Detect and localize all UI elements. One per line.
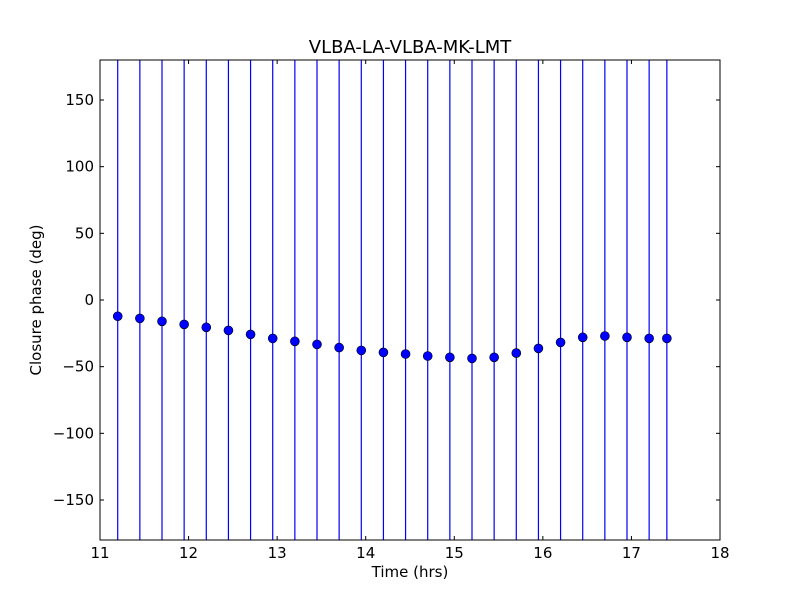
data-point (378, 347, 389, 358)
data-point (334, 342, 344, 353)
x-axis-label: Time (hrs) (371, 563, 449, 581)
y-axis-label: Closure phase (deg) (27, 225, 45, 376)
data-point (644, 333, 654, 344)
data-point (600, 331, 610, 341)
y-tick-label: −50 (62, 358, 94, 376)
data-point (577, 332, 588, 343)
data-point (445, 352, 455, 363)
data-point (662, 333, 672, 344)
data-point (245, 329, 256, 340)
x-tick-label: 17 (622, 544, 641, 562)
data-point (223, 325, 234, 336)
x-tick-label: 14 (356, 544, 375, 562)
y-tick-label: 50 (75, 224, 94, 242)
data-point (467, 353, 477, 364)
data-point (400, 349, 411, 359)
y-tick-label: −100 (53, 424, 94, 442)
data-point (290, 336, 300, 347)
y-tick-label: 150 (65, 91, 94, 109)
data-point (555, 337, 566, 348)
x-tick-label: 12 (179, 544, 198, 562)
y-tick-label: 0 (84, 291, 94, 309)
chart-title: VLBA-LA-VLBA-MK-LMT (309, 37, 513, 58)
data-point (511, 348, 522, 358)
data-point (422, 351, 433, 361)
data-point (157, 316, 167, 327)
x-tick-label: 16 (533, 544, 552, 562)
data-point (112, 311, 123, 322)
x-tick-label: 15 (445, 544, 464, 562)
data-point (489, 352, 499, 363)
x-tick-label: 18 (710, 544, 729, 562)
data-point (622, 332, 632, 343)
data-point (267, 333, 278, 344)
data-point (135, 313, 145, 324)
data-point (201, 322, 212, 333)
data-point (312, 339, 322, 350)
x-tick-label: 13 (268, 544, 287, 562)
data-point (356, 345, 367, 356)
y-tick-label: −150 (53, 491, 94, 509)
data-point (179, 319, 189, 330)
data-point (533, 343, 544, 354)
x-tick-label: 11 (90, 544, 109, 562)
y-tick-label: 100 (65, 158, 94, 176)
